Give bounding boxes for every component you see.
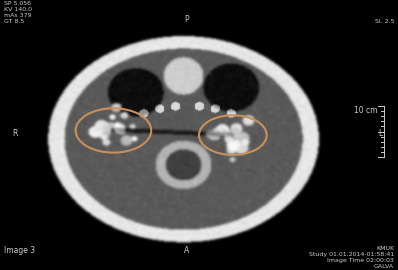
Text: A: A bbox=[184, 246, 190, 255]
Text: 10 cm: 10 cm bbox=[354, 106, 378, 115]
Text: Image 3: Image 3 bbox=[4, 246, 35, 255]
Text: R: R bbox=[12, 129, 18, 139]
Text: SP 5.056
KV 140.0
mAs 379
GT 8.5: SP 5.056 KV 140.0 mAs 379 GT 8.5 bbox=[4, 1, 32, 24]
Text: L: L bbox=[378, 129, 382, 139]
Text: P: P bbox=[185, 15, 189, 24]
Text: Sl. 2.5: Sl. 2.5 bbox=[375, 19, 394, 24]
Text: KMUK
Study 01.01.2014-01:58:41
Image Time 02:00:03
GALVA: KMUK Study 01.01.2014-01:58:41 Image Tim… bbox=[309, 246, 394, 269]
